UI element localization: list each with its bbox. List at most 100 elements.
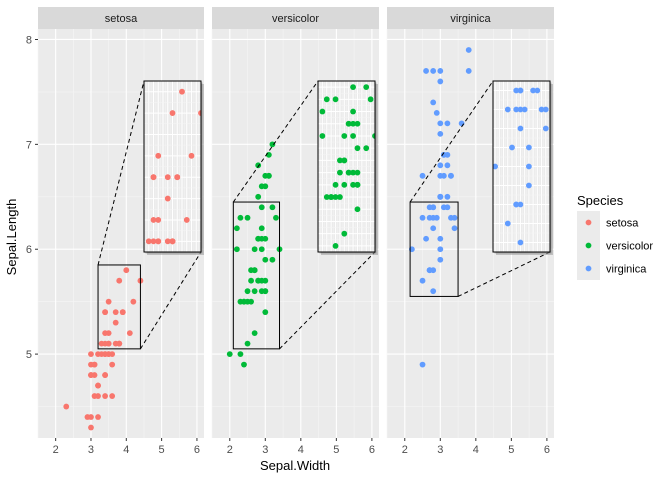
- data-point: [430, 99, 437, 106]
- data-point: [437, 235, 444, 242]
- data-point: [430, 288, 437, 295]
- inset-data-point: [517, 106, 524, 113]
- inset-data-point: [521, 106, 528, 113]
- data-point: [430, 204, 437, 211]
- data-point: [451, 225, 458, 232]
- zoom-connector: [457, 251, 551, 297]
- data-point: [241, 361, 247, 368]
- inset-data-point: [332, 96, 339, 103]
- inset-data-point: [530, 87, 537, 94]
- data-point: [116, 340, 123, 347]
- inset-data-point: [169, 238, 176, 245]
- data-point: [102, 309, 109, 316]
- data-point: [437, 120, 444, 127]
- data-point: [248, 298, 254, 305]
- data-point: [269, 256, 276, 263]
- inset-data-point: [332, 242, 339, 249]
- inset-data-point: [354, 169, 361, 176]
- facet-setosa: setosa 2 3 4 5 6: [37, 7, 204, 456]
- inset-data-point: [538, 106, 545, 113]
- inset-data-point: [337, 194, 343, 200]
- data-point: [262, 288, 269, 295]
- data-point: [233, 246, 240, 253]
- inset-data-point: [525, 182, 532, 189]
- inset-data-point: [504, 106, 511, 113]
- inset-data-point: [319, 108, 326, 115]
- data-point: [465, 47, 472, 53]
- inset-data-point: [328, 194, 335, 200]
- inset-data-point: [350, 108, 356, 115]
- data-point: [130, 298, 137, 305]
- data-point: [116, 277, 123, 284]
- y-tick-label: 6: [26, 244, 32, 256]
- inset-border: [492, 80, 551, 253]
- inset-points: [493, 87, 549, 246]
- inset-data-point: [341, 230, 348, 237]
- zoom-region: [97, 264, 141, 350]
- facets-layer: setosa 2 3 4 5 6 5 6 7 8 versicolor 2 3 4 5 6 virginica 2…: [26, 7, 554, 456]
- x-tick-label: 5: [508, 444, 514, 456]
- inset-data-point: [188, 152, 195, 159]
- inset-data-point: [164, 195, 171, 202]
- facet-strip-label: setosa: [105, 13, 138, 25]
- inset-data-point: [509, 144, 515, 151]
- inset-data-point: [174, 174, 181, 181]
- data-point: [95, 414, 101, 420]
- x-tick-label: 2: [402, 444, 408, 456]
- data-point: [265, 172, 272, 179]
- y-tick-label: 8: [26, 34, 32, 46]
- x-tick-label: 2: [53, 444, 59, 456]
- inset-data-point: [350, 181, 356, 188]
- data-point: [458, 120, 465, 127]
- data-point: [88, 414, 94, 420]
- inset-data-point: [354, 206, 361, 213]
- data-point: [437, 68, 444, 74]
- data-point: [255, 193, 262, 200]
- data-point: [95, 382, 101, 389]
- data-point: [419, 214, 426, 221]
- data-point: [262, 309, 269, 316]
- data-point: [251, 330, 258, 337]
- data-point: [437, 193, 444, 200]
- data-point: [123, 267, 130, 274]
- data-point: [226, 351, 233, 358]
- inset-data-point: [155, 217, 162, 223]
- data-point: [430, 225, 437, 232]
- inset-data-point: [323, 96, 330, 103]
- data-point: [88, 372, 94, 378]
- inset-data-point: [517, 239, 524, 246]
- data-point: [105, 351, 112, 358]
- data-point: [248, 277, 254, 284]
- data-point: [102, 372, 109, 378]
- inset-data-point: [341, 181, 348, 188]
- x-tick-label: 5: [159, 444, 165, 456]
- data-point: [437, 256, 444, 263]
- data-point: [448, 172, 454, 179]
- inset-data-point: [542, 125, 549, 132]
- data-point: [251, 288, 258, 295]
- data-point: [63, 403, 70, 410]
- legend: Species setosa versicolor virginica: [577, 193, 653, 280]
- inset-data-point: [179, 88, 185, 95]
- data-point: [437, 246, 444, 253]
- y-tick-label: 5: [26, 349, 32, 361]
- data-point: [98, 351, 105, 358]
- legend-swatch-versicolor: [585, 242, 592, 249]
- facet-strip: [387, 7, 554, 29]
- data-point: [102, 340, 109, 347]
- x-tick-label: 6: [544, 444, 550, 456]
- inset-data-point: [341, 157, 348, 164]
- data-point: [419, 172, 426, 179]
- inset-data-point: [504, 220, 511, 227]
- inset-data-point: [363, 84, 370, 91]
- data-point: [258, 225, 265, 232]
- inset-points: [145, 88, 201, 245]
- y-axis-title: Sepal.Length: [4, 199, 19, 276]
- data-point: [237, 214, 244, 221]
- zoom-connector: [232, 80, 319, 203]
- legend-entries: setosa versicolor virginica: [577, 211, 653, 280]
- data-point: [102, 393, 109, 399]
- inset-data-point: [513, 87, 520, 94]
- data-point: [244, 214, 251, 221]
- x-tick-label: 3: [262, 444, 268, 456]
